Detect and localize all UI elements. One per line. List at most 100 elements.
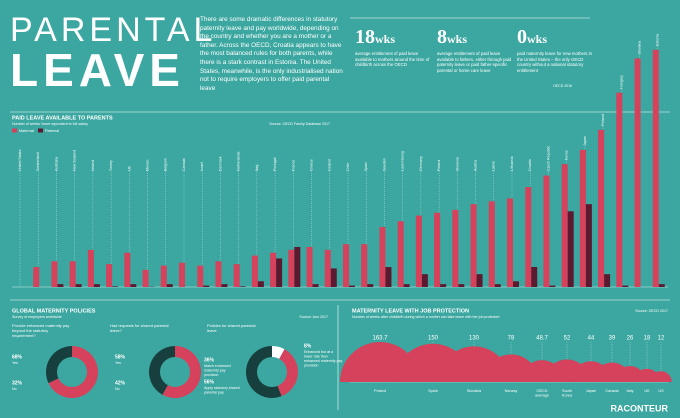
value-label: 36%: [204, 357, 215, 363]
bar: [513, 281, 519, 287]
chart-subtitle: Number of weeks' leave equivalent to ful…: [12, 122, 88, 126]
donut-slice: [162, 346, 201, 398]
bar: [397, 221, 404, 287]
x-tick-label: Japan: [583, 136, 587, 146]
bar: [324, 249, 331, 287]
source: OECD 2016: [553, 84, 572, 88]
value-label: 39: [609, 336, 616, 342]
x-tick-label: Poland: [437, 160, 441, 171]
stat-unit: wks: [375, 32, 396, 46]
donut-slice: [48, 346, 99, 398]
bar: [330, 268, 337, 287]
donut-slice: [46, 346, 72, 384]
x-tick-label: France: [291, 160, 295, 171]
x-tick-label: Slovenia: [455, 157, 459, 171]
stat-text: paid maternity leave for new mothers in …: [517, 51, 592, 73]
stat-text: average entitlement of paid leave availa…: [355, 51, 430, 68]
source: Source: Aon 2017: [299, 315, 328, 319]
bar: [343, 244, 349, 287]
category-label: No: [115, 387, 120, 391]
bar: [367, 284, 374, 287]
source: Source: OECD 2017: [635, 309, 668, 313]
x-tick-label: Czech Republic: [546, 146, 550, 171]
bar: [421, 274, 428, 287]
bar: [179, 262, 185, 287]
value-label: 56%: [204, 379, 215, 385]
bar: [142, 269, 149, 287]
bar: [106, 264, 113, 287]
donut-slice: [246, 346, 282, 398]
stat: 0wks paid maternity leave for new mother…: [517, 26, 593, 73]
value-label: 150: [428, 336, 439, 342]
bar: [124, 252, 131, 287]
value-label: 8%: [304, 343, 312, 349]
x-tick-label: Netherlands: [237, 151, 241, 171]
x-tick-label: Croatia: [528, 159, 532, 171]
chart-title: PAID LEAVE AVAILABLE TO PARENTS: [12, 115, 113, 121]
bar: [415, 215, 422, 287]
source: Source: OECD Family Database 2017: [269, 122, 330, 126]
question: Had requests for shared parental leave?: [110, 323, 169, 333]
x-tick-label: UK: [644, 389, 650, 393]
bar: [215, 261, 222, 287]
bar: [75, 284, 82, 287]
x-tick-label: Ireland: [91, 160, 95, 171]
bar: [288, 249, 295, 287]
bar: [87, 249, 94, 287]
bar: [652, 49, 659, 287]
x-tick-label: Canada: [605, 389, 619, 393]
x-tick-label: UK: [127, 165, 131, 171]
x-tick-label: Mexico: [146, 160, 150, 171]
bar: [233, 264, 240, 287]
title-line: PARENTAL: [10, 11, 217, 49]
category-label: Apply statutory shared parental pay: [204, 386, 240, 395]
x-tick-label: Norway: [505, 389, 518, 393]
stat: 8wks average entitlement of paid leave a…: [437, 26, 513, 73]
x-tick-label: Switzerland: [36, 152, 40, 171]
bar: [598, 129, 605, 287]
bar: [525, 187, 532, 287]
bar: [203, 285, 210, 287]
x-tick-label: Italy: [255, 164, 259, 171]
bar: [452, 209, 459, 287]
stat-value: 0wks: [517, 26, 593, 50]
x-tick-label: South Korea: [562, 389, 573, 398]
chart-subtitle: Survey of employers worldwide: [12, 315, 62, 319]
bar: [306, 247, 313, 287]
category-label: Match enhanced maternity pay provision: [204, 364, 231, 377]
legend-swatch: [12, 128, 17, 133]
bar: [531, 267, 538, 287]
bar: [112, 286, 119, 287]
bar: [579, 149, 586, 287]
value-label: 26: [627, 336, 634, 342]
x-tick-label: Japan: [586, 389, 596, 393]
bar: [251, 255, 258, 287]
bar: [604, 274, 611, 287]
bar: [221, 284, 228, 287]
bar: [257, 281, 264, 287]
x-tick-label: Spain: [428, 389, 438, 393]
x-tick-label: Latvia: [492, 161, 496, 171]
bar: [312, 284, 319, 287]
bar: [507, 198, 513, 287]
bar: [361, 244, 368, 287]
bar: [561, 164, 568, 287]
x-tick-label: New Zealand: [73, 150, 77, 171]
bar: [379, 227, 386, 287]
bar: [585, 204, 592, 287]
x-tick-label: Spain: [364, 162, 368, 171]
x-tick-label: Austria: [474, 160, 478, 171]
bar: [458, 284, 465, 287]
value-label: 68%: [12, 354, 23, 360]
semicircle: [650, 371, 672, 382]
question: Provide enhanced maternity pay beyond the…: [12, 323, 69, 338]
bar: [294, 247, 301, 287]
bar: [33, 267, 40, 287]
bar: [440, 284, 447, 287]
x-tick-label: Israel: [200, 162, 204, 171]
chart-title: GLOBAL MATERNITY POLICIES: [12, 308, 96, 314]
bar: [51, 261, 58, 287]
bar: [385, 267, 392, 287]
